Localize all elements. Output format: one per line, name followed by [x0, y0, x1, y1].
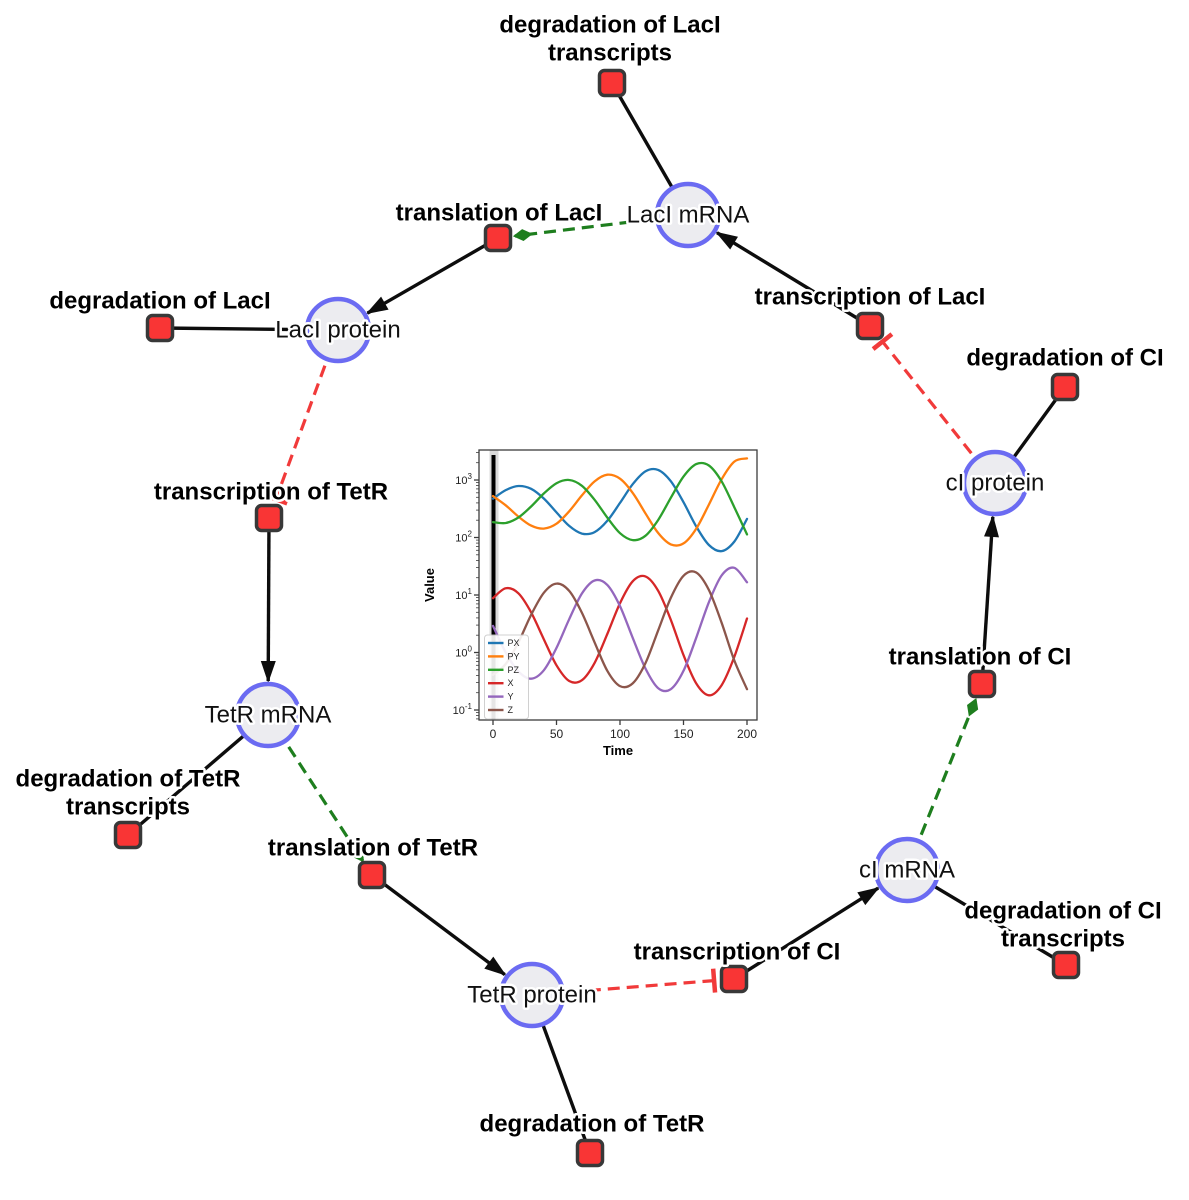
reaction-label-r_transl_TetR: translation of TetR: [268, 835, 478, 862]
edge-product-r_transl_LacI-LacI_protein: [365, 236, 499, 315]
reaction-node-r_deg_LacI_tx[interactable]: [597, 68, 627, 98]
reaction-label-r_tx_LacI: transcription of LacI: [755, 284, 986, 311]
species-node-cI_protein[interactable]: [961, 449, 1029, 517]
y-tick-label: 10-1: [453, 702, 473, 717]
series-line-X: [491, 574, 749, 697]
reaction-node-r_deg_TetR_tx[interactable]: [113, 820, 143, 850]
edge-product-r_transl_CI-cI_protein: [980, 514, 999, 685]
reaction-label-r_deg_TetR_tx: degradation of TetR transcripts: [16, 766, 241, 821]
species-label-TetR_protein: TetR protein: [467, 982, 596, 1009]
legend-label-Y: Y: [508, 692, 514, 702]
x-tick-label: 50: [550, 727, 564, 741]
reaction-node-r_tx_LacI[interactable]: [855, 311, 885, 341]
species-label-cI_protein: cI protein: [946, 470, 1045, 497]
legend-label-PX: PX: [508, 638, 520, 648]
edge-product-r_tx_LacI-LacI_mRNA: [715, 231, 871, 328]
species-node-TetR_mRNA[interactable]: [234, 681, 302, 749]
reaction-label-r_deg_LacI_tx: degradation of LacI transcripts: [499, 12, 720, 67]
series-line-PX: [491, 467, 749, 553]
reaction-label-r_transl_LacI: translation of LacI: [396, 200, 603, 227]
x-tick-label: 200: [737, 727, 757, 741]
y-tick-label: 100: [455, 645, 472, 660]
species-label-TetR_mRNA: TetR mRNA: [205, 702, 332, 729]
axes-frame: [478, 449, 758, 721]
reaction-node-r_transl_TetR[interactable]: [357, 860, 387, 890]
reaction-node-r_deg_CI_tx[interactable]: [1051, 950, 1081, 980]
reaction-node-r_tx_TetR[interactable]: [254, 503, 284, 533]
reaction-label-r_tx_TetR: transcription of TetR: [154, 479, 388, 506]
reaction-node-r_transl_LacI[interactable]: [483, 223, 513, 253]
series-line-PY: [491, 457, 749, 547]
y-tick-label: 102: [455, 530, 472, 545]
reaction-label-r_deg_CI: degradation of CI: [966, 345, 1163, 372]
reaction-label-r_deg_TetR: degradation of TetR: [480, 1111, 705, 1138]
y-axis-title: Value: [422, 568, 437, 602]
x-tick-label: 150: [673, 727, 693, 741]
species-label-LacI_protein: LacI protein: [275, 317, 400, 344]
x-axis-title: Time: [603, 743, 633, 758]
species-label-LacI_mRNA: LacI mRNA: [627, 202, 750, 229]
legend-label-Z: Z: [508, 705, 514, 715]
reaction-node-r_transl_CI[interactable]: [967, 669, 997, 699]
species-node-LacI_mRNA[interactable]: [654, 181, 722, 249]
edge-product-r_tx_CI-cI_mRNA: [733, 886, 880, 981]
species-node-TetR_protein[interactable]: [498, 961, 566, 1029]
simulation-plot: 10-1 100 101 102 103 0 50 100 150 200 Time Value PX P…: [422, 449, 758, 758]
species-node-LacI_protein[interactable]: [304, 296, 372, 364]
species-label-cI_mRNA: cI mRNA: [859, 857, 955, 884]
edge-product-r_tx_TetR-TetR_mRNA: [260, 517, 276, 683]
x-tick-label: 100: [610, 727, 630, 741]
series-line-PZ: [491, 461, 749, 542]
x-tick-label: 0: [490, 727, 497, 741]
reaction-label-r_deg_CI_tx: degradation of CI transcripts: [964, 898, 1161, 953]
legend-label-X: X: [508, 678, 514, 688]
reaction-node-r_deg_LacI[interactable]: [145, 313, 175, 343]
y-tick-label: 103: [455, 472, 472, 487]
species-node-cI_mRNA[interactable]: [873, 836, 941, 904]
reaction-label-r_deg_LacI: degradation of LacI: [49, 288, 270, 315]
y-tick-label: 101: [455, 587, 472, 602]
legend-label-PY: PY: [508, 651, 520, 661]
legend-label-PZ: PZ: [508, 665, 520, 675]
reaction-label-r_tx_CI: transcription of CI: [634, 939, 841, 966]
reaction-node-r_tx_CI[interactable]: [719, 964, 749, 994]
reaction-node-r_deg_TetR[interactable]: [575, 1138, 605, 1168]
reaction-label-r_transl_CI: translation of CI: [889, 644, 1072, 671]
edge-product-r_transl_TetR-TetR_protein: [370, 873, 507, 976]
series-line-Y: [491, 566, 749, 693]
series-line-Z: [491, 570, 749, 691]
legend-box: [484, 634, 529, 720]
reaction-node-r_deg_CI[interactable]: [1050, 372, 1080, 402]
